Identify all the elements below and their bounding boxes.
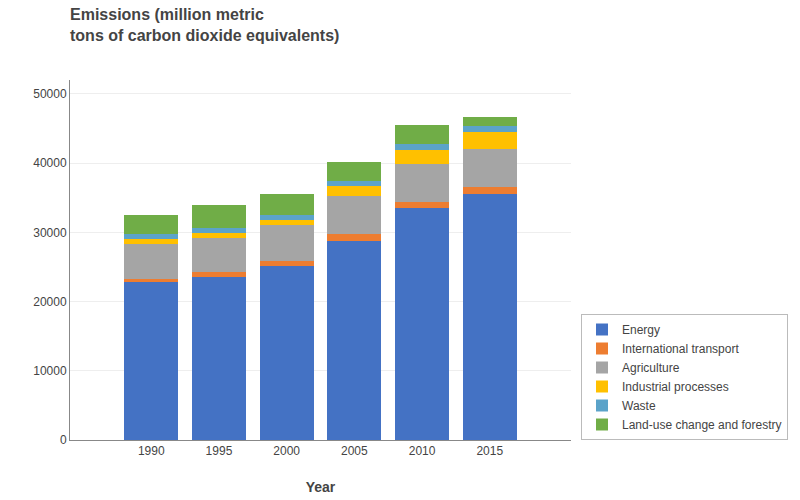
svg-text:Land-use change and forestry: Land-use change and forestry <box>622 418 781 432</box>
svg-text:0: 0 <box>60 433 67 447</box>
svg-text:International transport: International transport <box>622 342 739 356</box>
svg-text:Energy: Energy <box>622 323 660 337</box>
svg-text:2005: 2005 <box>341 444 368 458</box>
svg-text:2000: 2000 <box>273 444 300 458</box>
svg-text:Year: Year <box>306 479 336 495</box>
svg-text:20000: 20000 <box>33 295 67 309</box>
svg-text:1995: 1995 <box>206 444 233 458</box>
svg-text:2010: 2010 <box>409 444 436 458</box>
svg-text:40000: 40000 <box>33 156 67 170</box>
svg-text:Emissions (million metrictons: Emissions (million metrictons of carbon … <box>70 6 339 44</box>
svg-text:Agriculture: Agriculture <box>622 361 680 375</box>
svg-text:2015: 2015 <box>476 444 503 458</box>
svg-text:30000: 30000 <box>33 226 67 240</box>
svg-text:Industrial processes: Industrial processes <box>622 380 729 394</box>
svg-text:1990: 1990 <box>138 444 165 458</box>
svg-text:Waste: Waste <box>622 399 656 413</box>
svg-text:10000: 10000 <box>33 364 67 378</box>
svg-text:50000: 50000 <box>33 87 67 101</box>
